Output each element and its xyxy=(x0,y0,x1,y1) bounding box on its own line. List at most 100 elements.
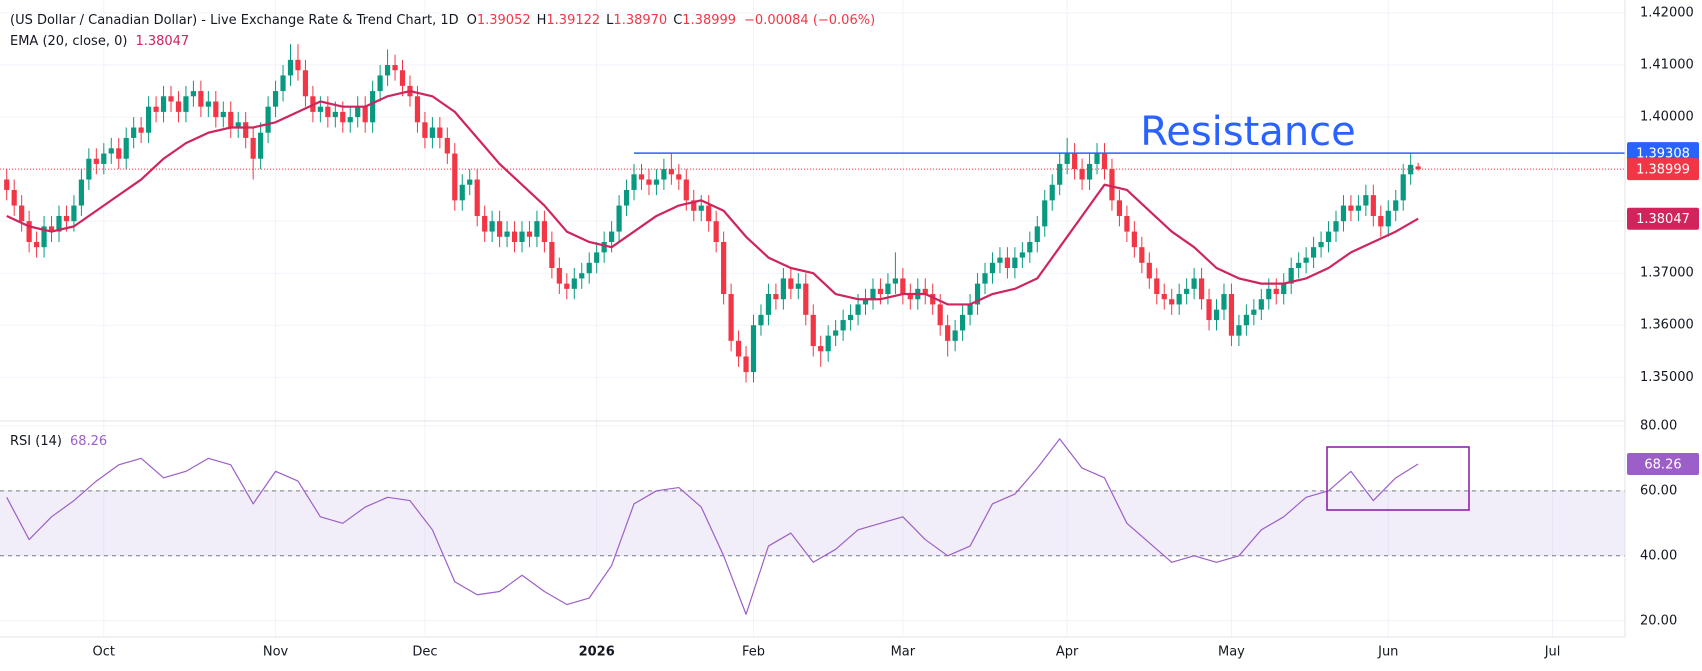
candle-body xyxy=(735,340,742,357)
x-tick-label: Oct xyxy=(93,645,115,660)
x-tick-label: Apr xyxy=(1056,645,1079,660)
price-badge-label: 1.38999 xyxy=(1636,163,1690,178)
candle-body xyxy=(422,122,428,138)
candle-body xyxy=(235,122,241,128)
candle-body xyxy=(317,106,323,112)
candle-body xyxy=(1251,309,1257,315)
candle-body xyxy=(750,325,757,373)
candle-body xyxy=(818,346,824,352)
candle-body xyxy=(1079,169,1085,180)
candle-body xyxy=(1348,205,1354,211)
ohlc-value: 1.39052 xyxy=(477,13,531,28)
candle-body xyxy=(825,335,831,352)
rsi-tick-label: 60.00 xyxy=(1640,483,1677,498)
candle-body xyxy=(437,127,443,138)
candle-body xyxy=(1400,174,1406,201)
candle-body xyxy=(564,283,570,289)
candle-body xyxy=(1228,294,1235,336)
candle-body xyxy=(1169,299,1175,305)
rsi-band xyxy=(0,490,1625,556)
candle-body xyxy=(1094,153,1100,164)
candle-body xyxy=(1325,231,1332,242)
candle-body xyxy=(1318,241,1324,248)
candle-body xyxy=(190,91,197,97)
candle-body xyxy=(803,283,809,315)
change: −0.00084 (−0.06%) xyxy=(744,13,875,28)
candle-body xyxy=(482,215,488,232)
candle-body xyxy=(78,179,84,206)
candle-body xyxy=(71,205,77,222)
candle-body xyxy=(1101,153,1108,170)
y-tick-label: 1.42000 xyxy=(1640,6,1694,21)
candle-body xyxy=(108,148,114,154)
candle-body xyxy=(1019,252,1025,258)
candle-body xyxy=(287,59,294,76)
candle-body xyxy=(721,241,727,295)
y-tick-label: 1.40000 xyxy=(1640,110,1694,125)
ema-legend: EMA (20, close, 0) 1.38047 xyxy=(10,34,189,49)
candle-body xyxy=(48,226,55,232)
candle-body xyxy=(1161,294,1167,300)
candle-body xyxy=(504,231,510,237)
candle-body xyxy=(594,252,600,263)
candle-body xyxy=(153,106,159,112)
candle-body xyxy=(1393,200,1399,211)
candle-body xyxy=(907,294,913,300)
candle-body xyxy=(1258,299,1264,310)
candle-body xyxy=(101,153,107,164)
candle-body xyxy=(429,127,435,138)
x-tick-label: May xyxy=(1218,645,1245,660)
candle-body xyxy=(810,314,816,347)
candle-body xyxy=(26,221,32,242)
candle-body xyxy=(220,111,226,118)
candle-body xyxy=(198,91,204,107)
resistance-label: Resistance xyxy=(1140,109,1356,155)
candle-body xyxy=(213,101,219,118)
candle-body xyxy=(885,283,891,295)
candle-body xyxy=(1184,288,1190,295)
candle-body xyxy=(1213,309,1220,321)
candle-body xyxy=(243,122,249,138)
candle-body xyxy=(1288,268,1294,284)
candle-body xyxy=(332,111,338,118)
candle-body xyxy=(116,148,122,159)
candle-body xyxy=(930,294,936,305)
candle-body xyxy=(549,241,555,269)
candle-body xyxy=(1340,205,1347,222)
price-badge-label: 1.38047 xyxy=(1636,212,1690,227)
candle-body xyxy=(780,278,786,300)
candle-body xyxy=(250,137,256,159)
candle-body xyxy=(138,127,144,133)
candle-body xyxy=(967,304,973,315)
rsi-value: 68.26 xyxy=(70,434,107,449)
candle-body xyxy=(952,330,958,341)
candle-body xyxy=(1034,226,1040,242)
candle-body xyxy=(1027,241,1033,253)
candle-body xyxy=(1370,195,1376,216)
candle-body xyxy=(945,325,951,341)
candle-body xyxy=(1057,163,1063,185)
candle-body xyxy=(989,262,996,274)
candle-body xyxy=(1281,283,1287,295)
candle-body xyxy=(765,294,772,315)
header: (US Dollar / Canadian Dollar) - Live Exc… xyxy=(10,13,875,28)
candle-body xyxy=(325,106,331,118)
candle-body xyxy=(183,96,189,112)
candle-body xyxy=(668,169,674,175)
candle-body xyxy=(1266,288,1272,300)
candle-body xyxy=(1415,166,1421,170)
y-tick-label: 1.35000 xyxy=(1640,370,1694,385)
candle-body xyxy=(847,314,854,321)
candle-body xyxy=(228,111,234,128)
y-tick-label: 1.37000 xyxy=(1640,266,1694,281)
candle-body xyxy=(1206,299,1212,321)
candle-body xyxy=(1303,257,1309,263)
rsi-tick-label: 40.00 xyxy=(1640,548,1677,563)
rsi-legend: RSI (14) 68.26 xyxy=(10,434,107,449)
candle-body xyxy=(496,221,503,237)
candle-body xyxy=(773,294,779,300)
candle-body xyxy=(1086,163,1093,180)
candle-body xyxy=(175,101,182,112)
candle-body xyxy=(265,106,271,133)
